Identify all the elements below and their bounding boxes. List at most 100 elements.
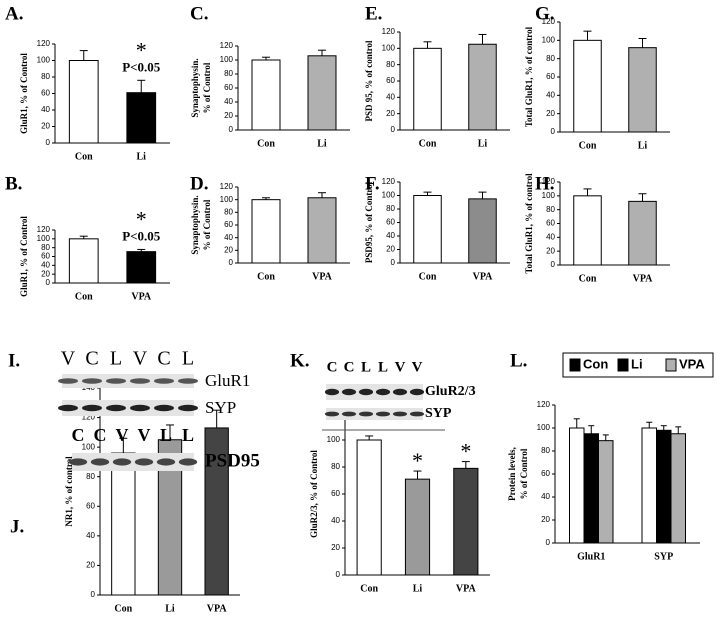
panel-letter: B. [5, 173, 22, 194]
blot-band [58, 404, 78, 412]
y-tick-label: 20 [386, 245, 395, 254]
y-tick-label: 20 [386, 109, 395, 118]
lane-label: C [157, 348, 170, 370]
x-tick-label: SYP [654, 551, 673, 562]
x-tick-label: Con [360, 583, 378, 594]
legend-label: Li [631, 356, 643, 371]
bar [628, 47, 657, 133]
legend-swatch [665, 358, 677, 372]
y-tick-label: 20 [546, 246, 555, 255]
y-tick-label: 0 [551, 260, 556, 269]
blot-bg [62, 374, 194, 388]
annotation: P<0.05 [122, 59, 161, 74]
blot-band [134, 458, 154, 466]
band-label: GluR1 [205, 371, 250, 390]
blot-band [178, 404, 198, 412]
y-tick-label: 100 [542, 35, 556, 44]
x-tick-label: Li [638, 140, 648, 151]
bar [453, 467, 479, 576]
blot-bg [72, 453, 194, 471]
bar [68, 238, 99, 284]
y-tick-label: 40 [41, 105, 50, 114]
y-tick-label: 0 [46, 138, 51, 147]
y-tick-label: 60 [224, 83, 233, 92]
y-tick-label: 20 [86, 561, 95, 570]
x-tick-label: VPA [207, 603, 228, 614]
legend-label: Con [583, 356, 608, 371]
lane-label: L [361, 359, 371, 375]
y-tick-label: 120 [382, 177, 396, 186]
y-tick-label: 80 [41, 243, 50, 252]
bar [251, 59, 281, 131]
y-tick-label: 40 [541, 492, 550, 501]
y-tick-label: 20 [41, 122, 50, 131]
y-tick-label: 100 [542, 191, 556, 200]
blot-band [154, 378, 174, 384]
y-axis-label: GluR1, % of Control [19, 53, 29, 134]
blot-band [392, 388, 408, 396]
bar [111, 452, 136, 596]
y-tick-label: 120 [82, 413, 96, 422]
annotation: * [136, 37, 147, 62]
y-tick-label: 60 [386, 76, 395, 85]
panel-letter: L. [510, 350, 527, 371]
blot-band [341, 388, 357, 396]
x-tick-label: Li [478, 138, 488, 149]
y-tick-label: 40 [546, 90, 555, 99]
bar [68, 60, 99, 144]
blot-band [409, 411, 425, 417]
annotation: * [412, 448, 423, 473]
y-tick-label: 100 [220, 195, 234, 204]
y-tick-label: 120 [542, 17, 556, 26]
x-tick-label: Li [137, 151, 147, 162]
lane-label: L [182, 348, 194, 370]
blot-band [130, 378, 150, 384]
blot-band [358, 411, 374, 417]
x-tick-label: Li [413, 583, 423, 594]
y-tick-label: 40 [86, 531, 95, 540]
y-axis-label: Synaptophysin. [190, 195, 200, 254]
lane-label: C [72, 425, 85, 445]
y-tick-label: 60 [386, 218, 395, 227]
y-tick-label: 60 [541, 469, 550, 478]
blot-bg [326, 384, 423, 400]
lane-label: V [116, 425, 129, 445]
y-tick-label: 20 [331, 543, 340, 552]
blot-band [324, 411, 340, 417]
blot-band [106, 378, 126, 384]
blot-bg [326, 408, 423, 420]
x-tick-label: Con [579, 140, 597, 151]
y-axis-label: GluR2/3, % of Control [309, 450, 319, 538]
panel-letter: K. [290, 350, 310, 371]
y-axis-label: Protein levels, [507, 447, 517, 501]
x-tick-label: Con [257, 271, 275, 282]
y-tick-label: 100 [82, 442, 96, 451]
y-tick-label: 40 [224, 97, 233, 106]
y-axis-label: Total GluR1, % of control [524, 26, 534, 127]
lane-label: L [110, 348, 122, 370]
y-tick-label: 60 [546, 72, 555, 81]
y-tick-label: 80 [546, 205, 555, 214]
y-tick-label: 80 [541, 446, 550, 455]
lane-label: V [395, 359, 406, 375]
legend-label: VPA [679, 356, 705, 371]
bar [670, 433, 686, 544]
panel-letter: J. [10, 516, 24, 537]
y-axis-label: NR1, % of control [64, 456, 74, 527]
x-tick-label: VPA [633, 273, 654, 284]
x-tick-label: VPA [312, 271, 333, 282]
y-tick-label: 0 [391, 258, 396, 267]
blot-band [130, 404, 150, 412]
blot-band [409, 388, 425, 396]
y-tick-label: 120 [382, 27, 396, 36]
lane-label: L [182, 425, 194, 445]
y-tick-label: 120 [37, 39, 51, 48]
blot-band [375, 388, 391, 396]
y-tick-label: 60 [546, 219, 555, 228]
panel-letter: A. [5, 3, 23, 24]
x-tick-label: Con [114, 603, 132, 614]
y-tick-label: 40 [331, 516, 340, 525]
y-tick-label: 40 [41, 260, 50, 269]
y-tick-label: 40 [224, 233, 233, 242]
